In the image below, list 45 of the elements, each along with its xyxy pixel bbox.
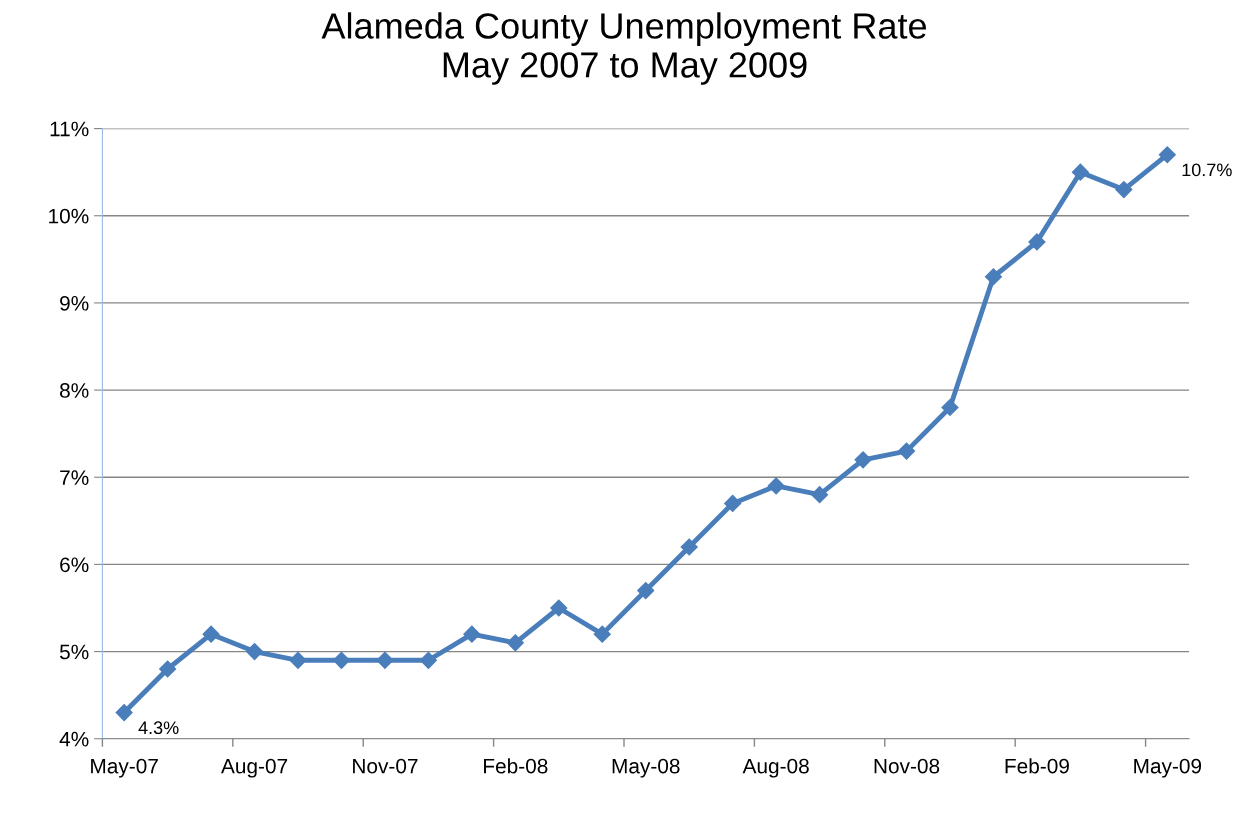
y-tick-label: 9% (60, 295, 89, 311)
point (115, 704, 133, 722)
point (289, 651, 307, 669)
point (1028, 233, 1046, 251)
point (245, 643, 264, 661)
point (811, 486, 829, 504)
point (593, 625, 611, 643)
point (941, 398, 959, 417)
x-tick-label: Aug-07 (221, 758, 288, 778)
point (897, 442, 916, 460)
x-tick-label: Feb-08 (484, 758, 548, 774)
data-label: 4.3% (138, 721, 179, 735)
point (1115, 181, 1133, 199)
x-tick-label: May-07 (91, 758, 158, 778)
point (159, 660, 177, 678)
point (376, 651, 394, 669)
point (680, 538, 698, 556)
y-tick-label: 10% (49, 208, 89, 224)
chart-title: Alameda County Unemployment Rate May 2007 to May 2009 (321, 12, 926, 85)
point (984, 268, 1003, 286)
point (767, 477, 785, 495)
x-tick-label: Aug-08 (742, 758, 809, 778)
point (506, 634, 524, 652)
x-tick-label: Feb-09 (1005, 758, 1069, 774)
point (202, 625, 220, 643)
point (854, 451, 872, 469)
x-tick-label: Nov-07 (353, 758, 418, 774)
x-tick-label: May-09 (1134, 758, 1202, 778)
point (550, 599, 568, 617)
point (332, 651, 351, 669)
y-tick-label: 5% (59, 644, 89, 660)
point (724, 494, 742, 512)
point (637, 582, 655, 600)
x-tick-label: Nov-08 (874, 758, 940, 774)
point (419, 651, 437, 669)
y-tick-label: 8% (60, 383, 89, 398)
point (1071, 163, 1089, 181)
y-tick-label: 7% (60, 470, 89, 485)
y-tick-label: 11% (50, 121, 89, 137)
y-tick-label: 6% (60, 557, 89, 573)
data-label: 10.7% (1182, 163, 1232, 177)
point (463, 625, 481, 643)
point (1158, 146, 1176, 164)
x-tick-label: May-08 (612, 758, 680, 778)
y-tick-label: 4% (59, 731, 89, 747)
